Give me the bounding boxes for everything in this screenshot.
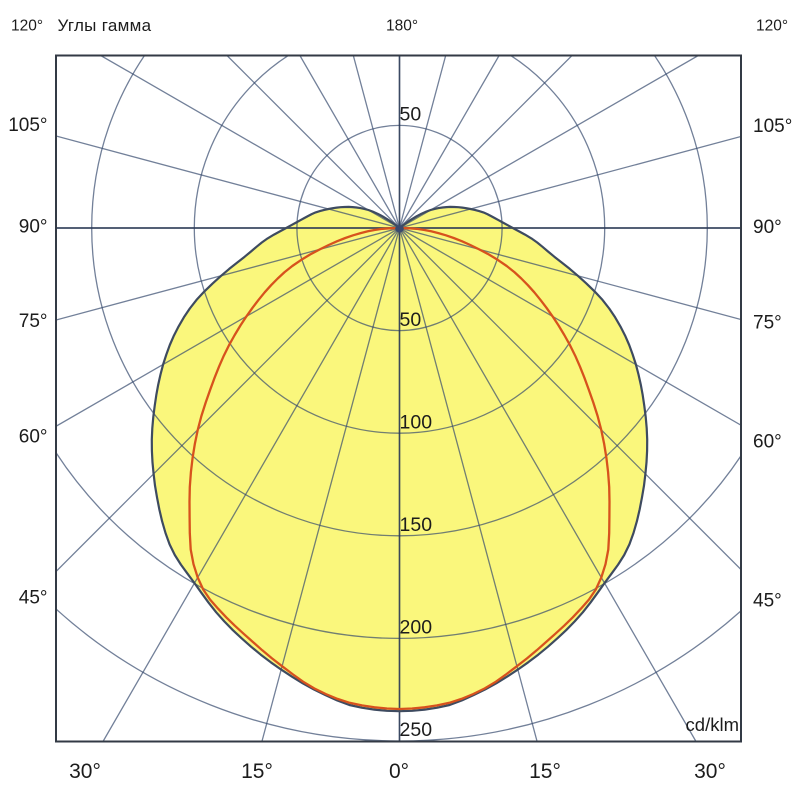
svg-text:0°: 0°	[389, 760, 409, 783]
svg-text:150: 150	[400, 514, 433, 536]
svg-text:30°: 30°	[69, 760, 101, 783]
svg-text:90°: 90°	[753, 217, 782, 238]
svg-text:15°: 15°	[529, 760, 561, 783]
svg-text:105°: 105°	[753, 116, 792, 137]
svg-text:75°: 75°	[753, 313, 782, 334]
svg-text:100: 100	[400, 411, 433, 433]
svg-text:75°: 75°	[19, 311, 48, 332]
svg-text:60°: 60°	[19, 427, 48, 448]
svg-text:60°: 60°	[753, 432, 782, 453]
svg-text:30°: 30°	[694, 760, 726, 783]
svg-text:120°: 120°	[756, 18, 788, 35]
svg-text:50: 50	[400, 104, 422, 126]
svg-text:50: 50	[400, 309, 422, 331]
svg-text:Углы гамма: Углы гамма	[58, 16, 152, 35]
svg-text:120°: 120°	[11, 18, 43, 35]
svg-text:15°: 15°	[241, 760, 273, 783]
svg-text:200: 200	[400, 617, 433, 639]
svg-text:cd/klm: cd/klm	[686, 714, 739, 735]
svg-text:90°: 90°	[19, 217, 48, 238]
svg-text:45°: 45°	[19, 588, 48, 609]
svg-text:105°: 105°	[8, 115, 47, 136]
svg-text:180°: 180°	[386, 18, 418, 35]
svg-text:250: 250	[400, 719, 433, 741]
svg-text:45°: 45°	[753, 591, 782, 612]
